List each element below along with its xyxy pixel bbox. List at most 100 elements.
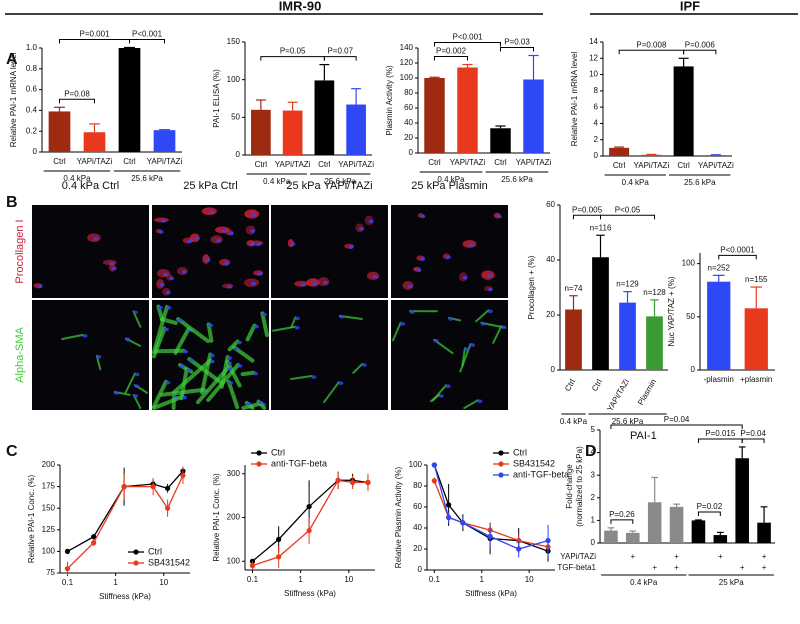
legend-label: anti-TGF-beta (513, 469, 569, 479)
bar (153, 130, 176, 152)
nucleus (188, 358, 194, 362)
group-label: 25.6 kPa (684, 178, 716, 187)
y-tick-label: 4 (594, 119, 599, 128)
legend-marker (256, 450, 262, 456)
nucleus (253, 324, 259, 329)
nucleus (162, 272, 168, 277)
data-point (276, 554, 282, 560)
bar (490, 128, 511, 153)
significance-bracket (697, 511, 721, 516)
bar (424, 78, 445, 153)
nucleus (209, 353, 215, 358)
significance-bracket (59, 38, 130, 44)
y-tick-label: 60 (413, 502, 422, 511)
nucleus (179, 364, 185, 368)
data-point (335, 477, 341, 483)
legend-marker (498, 472, 504, 478)
condition-mark: + (740, 563, 745, 572)
p-value-label: P<0.0001 (720, 245, 755, 254)
y-tick-label: 0 (33, 147, 38, 156)
nucleus (183, 349, 189, 354)
bar (592, 257, 609, 370)
y-tick-label: 60 (404, 103, 413, 112)
y-tick-label: 50 (231, 112, 240, 121)
legend-marker (498, 450, 504, 456)
nucleus (182, 395, 188, 400)
nucleus (311, 375, 317, 379)
y-tick-label: 0 (594, 151, 599, 160)
data-point (460, 520, 466, 526)
significance-bracket (500, 47, 534, 52)
x-tick-label: YAPi/TAZi (698, 161, 734, 170)
significance-bracket (610, 519, 634, 524)
nucleus (487, 287, 493, 292)
y-tick-label: 100 (682, 259, 696, 268)
fiber-stain (430, 394, 441, 403)
y-tick-label: 0 (551, 365, 556, 374)
nucleus (208, 323, 214, 328)
p-value-label: P=0.008 (636, 40, 667, 49)
x-tick-label: 0.1 (247, 575, 259, 584)
bar (647, 502, 662, 543)
nucleus (237, 340, 243, 345)
nucleus (261, 312, 267, 317)
nucleus (294, 316, 300, 321)
nucleus (37, 284, 43, 289)
y-axis-label: Relative Plasmin Activity (%) (394, 466, 403, 568)
bar (707, 281, 731, 370)
y-tick-label: 12 (589, 53, 598, 62)
x-tick-label: YAPi/TAZi (147, 157, 183, 166)
x-tick-label: Ctrl (53, 157, 66, 166)
bar (757, 522, 771, 543)
x-axis-label: Stiffness (kPa) (465, 589, 517, 598)
nucleus (132, 310, 138, 315)
nucleus (227, 356, 233, 360)
x-tick-label: YAPi/TAZi (77, 157, 113, 166)
y-axis-label: Procollagen + (%) (527, 255, 536, 319)
y-tick-label: 100 (409, 460, 423, 469)
x-tick-label: YAPi/TAZi (450, 158, 486, 167)
nucleus (409, 310, 415, 314)
nucleus (186, 368, 192, 373)
y-tick-label: 140 (400, 43, 414, 52)
header-label: IMR-90 (279, 0, 322, 13)
data-point (446, 502, 452, 508)
bar (609, 147, 630, 156)
y-tick-label: 40 (413, 523, 422, 532)
fiber-stain (392, 321, 402, 342)
image-column-label: 25 kPa Ctrl (183, 180, 237, 192)
image-row-label: Alpha-SMA (14, 327, 26, 383)
y-axis-label: PAI-1 ELISA (%) (212, 69, 221, 128)
fiber-stain (227, 339, 240, 352)
group-label: 0.4 kPa (622, 178, 650, 187)
fiber-stain (245, 323, 257, 342)
legend-marker (498, 461, 504, 467)
nucleus (339, 315, 345, 319)
y-tick-label: 0.8 (26, 64, 38, 73)
fiber-stain (152, 379, 168, 409)
nucleus (462, 276, 468, 280)
nucleus (256, 242, 262, 246)
nucleus (294, 325, 300, 330)
y-tick-label: 5 (591, 425, 596, 434)
nucleus (165, 290, 171, 295)
y-axis-label: Relative PAI-1 mRNA level (9, 53, 18, 148)
y-tick-label: 50 (686, 312, 695, 321)
group-label: 0.4 kPa (263, 177, 291, 186)
nucleus (361, 363, 367, 367)
legend-marker (133, 560, 139, 566)
legend-label: anti-TGF-beta (271, 458, 327, 468)
micrograph (271, 205, 388, 298)
x-tick-label: 10 (525, 575, 534, 584)
data-point (306, 503, 312, 510)
fiber-stain (176, 317, 210, 344)
condition-label: TGF-beta1 (557, 563, 596, 572)
significance-bracket (59, 98, 95, 104)
nucleus (166, 306, 172, 310)
y-tick-label: 2 (591, 493, 596, 502)
bar (705, 155, 726, 156)
nucleus (187, 239, 193, 244)
fiber-stain (461, 347, 466, 367)
p-value-label: P=0.005 (572, 205, 603, 214)
fiber-stain (200, 352, 213, 395)
